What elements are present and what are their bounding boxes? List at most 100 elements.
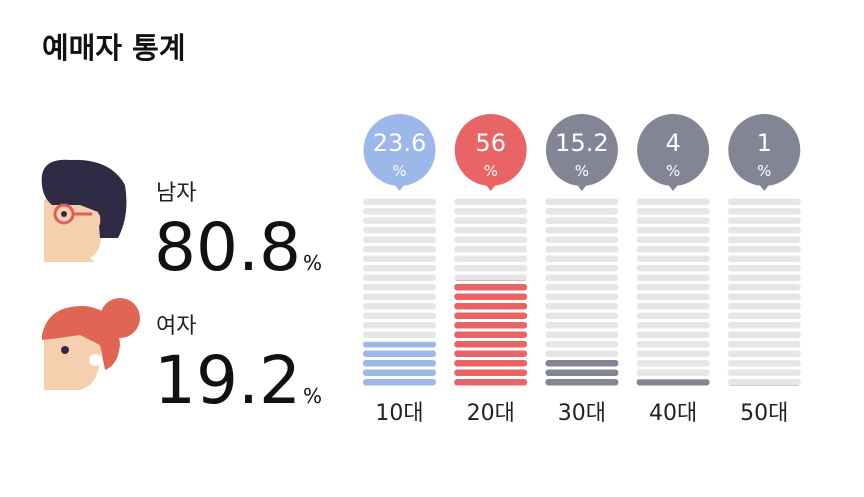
bar-track xyxy=(363,284,436,291)
bar-track xyxy=(727,217,801,224)
bar-track xyxy=(727,236,801,243)
bar-track xyxy=(363,198,436,205)
gender-value: 19.2 xyxy=(154,342,301,419)
bar-track xyxy=(727,284,801,291)
value-bubble xyxy=(637,114,710,186)
bar-track xyxy=(636,217,710,224)
bar-track xyxy=(727,303,801,310)
value-unit: % xyxy=(666,162,680,180)
bar-track xyxy=(545,322,619,329)
page-title: 예매자 통계 xyxy=(42,31,186,65)
bar-track xyxy=(636,293,710,300)
gender-unit: % xyxy=(303,251,322,275)
bar-track xyxy=(545,217,619,224)
bar-track xyxy=(727,293,801,300)
x-tick-label: 10대 xyxy=(375,401,423,426)
bar-track xyxy=(636,331,710,338)
bar-track xyxy=(363,246,436,253)
bar-track xyxy=(454,246,528,253)
value-bubble xyxy=(728,114,801,186)
bar-track xyxy=(727,208,801,215)
bar xyxy=(545,358,619,386)
bar-track xyxy=(454,217,528,224)
bar-track xyxy=(727,369,801,376)
bar-track xyxy=(636,265,710,272)
bar-track xyxy=(727,312,801,319)
bar-track xyxy=(363,274,436,281)
bar-track xyxy=(727,255,801,262)
bar-track xyxy=(727,227,801,234)
bar-track xyxy=(636,369,710,376)
bar-track xyxy=(545,350,619,357)
bar-track xyxy=(636,303,710,310)
bar-track xyxy=(363,293,436,300)
bar-track xyxy=(545,312,619,319)
bar-track xyxy=(454,198,528,205)
gender-value: 80.8 xyxy=(154,209,301,286)
bar-track xyxy=(545,341,619,348)
bar xyxy=(727,385,801,386)
bar-track xyxy=(545,255,619,262)
age-chart: 23.6% 10대 56% 20대 15.2% 30대 4% 40대 1% 50대 xyxy=(363,114,801,426)
value-unit: % xyxy=(392,162,406,180)
bar-track xyxy=(727,350,801,357)
bar-track xyxy=(545,331,619,338)
bar-track xyxy=(727,198,801,205)
value-label: 1 xyxy=(757,129,772,157)
bar-track xyxy=(454,236,528,243)
bar-track xyxy=(727,379,801,386)
bar-track xyxy=(363,255,436,262)
bar-track xyxy=(545,198,619,205)
bar-track xyxy=(636,227,710,234)
bar-track xyxy=(636,198,710,205)
value-unit: % xyxy=(484,162,498,180)
bar-track xyxy=(545,265,619,272)
bar-track xyxy=(727,322,801,329)
bar-track xyxy=(363,217,436,224)
bar-track xyxy=(636,360,710,367)
bar-track xyxy=(636,274,710,281)
value-bubble xyxy=(454,114,527,186)
female-icon xyxy=(42,298,140,390)
bar-track xyxy=(727,274,801,281)
bar-track xyxy=(636,208,710,215)
value-bubble xyxy=(363,114,436,186)
x-tick-label: 20대 xyxy=(467,401,515,426)
bar-track xyxy=(454,274,528,281)
bar-track xyxy=(363,312,436,319)
gender-label: 여자 xyxy=(156,314,196,339)
value-bubble xyxy=(545,114,618,186)
male-icon xyxy=(41,159,127,262)
bar-track xyxy=(545,274,619,281)
bar-track xyxy=(454,227,528,234)
bar-track xyxy=(545,236,619,243)
bar-track xyxy=(545,227,619,234)
bar-track xyxy=(545,208,619,215)
gender-stats: 남자 80.8 % 여자 19.2% xyxy=(154,181,322,419)
bar-track xyxy=(363,322,436,329)
gender-unit: % xyxy=(303,384,322,408)
bar-track xyxy=(363,227,436,234)
bar-track xyxy=(545,303,619,310)
bar-track xyxy=(363,265,436,272)
bar-track xyxy=(727,341,801,348)
bar-track xyxy=(727,246,801,253)
bar-track xyxy=(636,312,710,319)
bar-track xyxy=(636,236,710,243)
bar-track xyxy=(454,265,528,272)
value-label: 15.2 xyxy=(555,129,608,157)
bar-track xyxy=(545,246,619,253)
bar-track xyxy=(363,303,436,310)
bar-track xyxy=(636,341,710,348)
bar-track xyxy=(636,246,710,253)
bar-track xyxy=(363,331,436,338)
bar-track xyxy=(454,208,528,215)
value-unit: % xyxy=(575,162,589,180)
x-tick-label: 50대 xyxy=(740,401,788,426)
bar-track xyxy=(545,293,619,300)
bar-track xyxy=(636,255,710,262)
bar-track xyxy=(636,322,710,329)
bar-track xyxy=(454,255,528,262)
value-unit: % xyxy=(757,162,771,180)
